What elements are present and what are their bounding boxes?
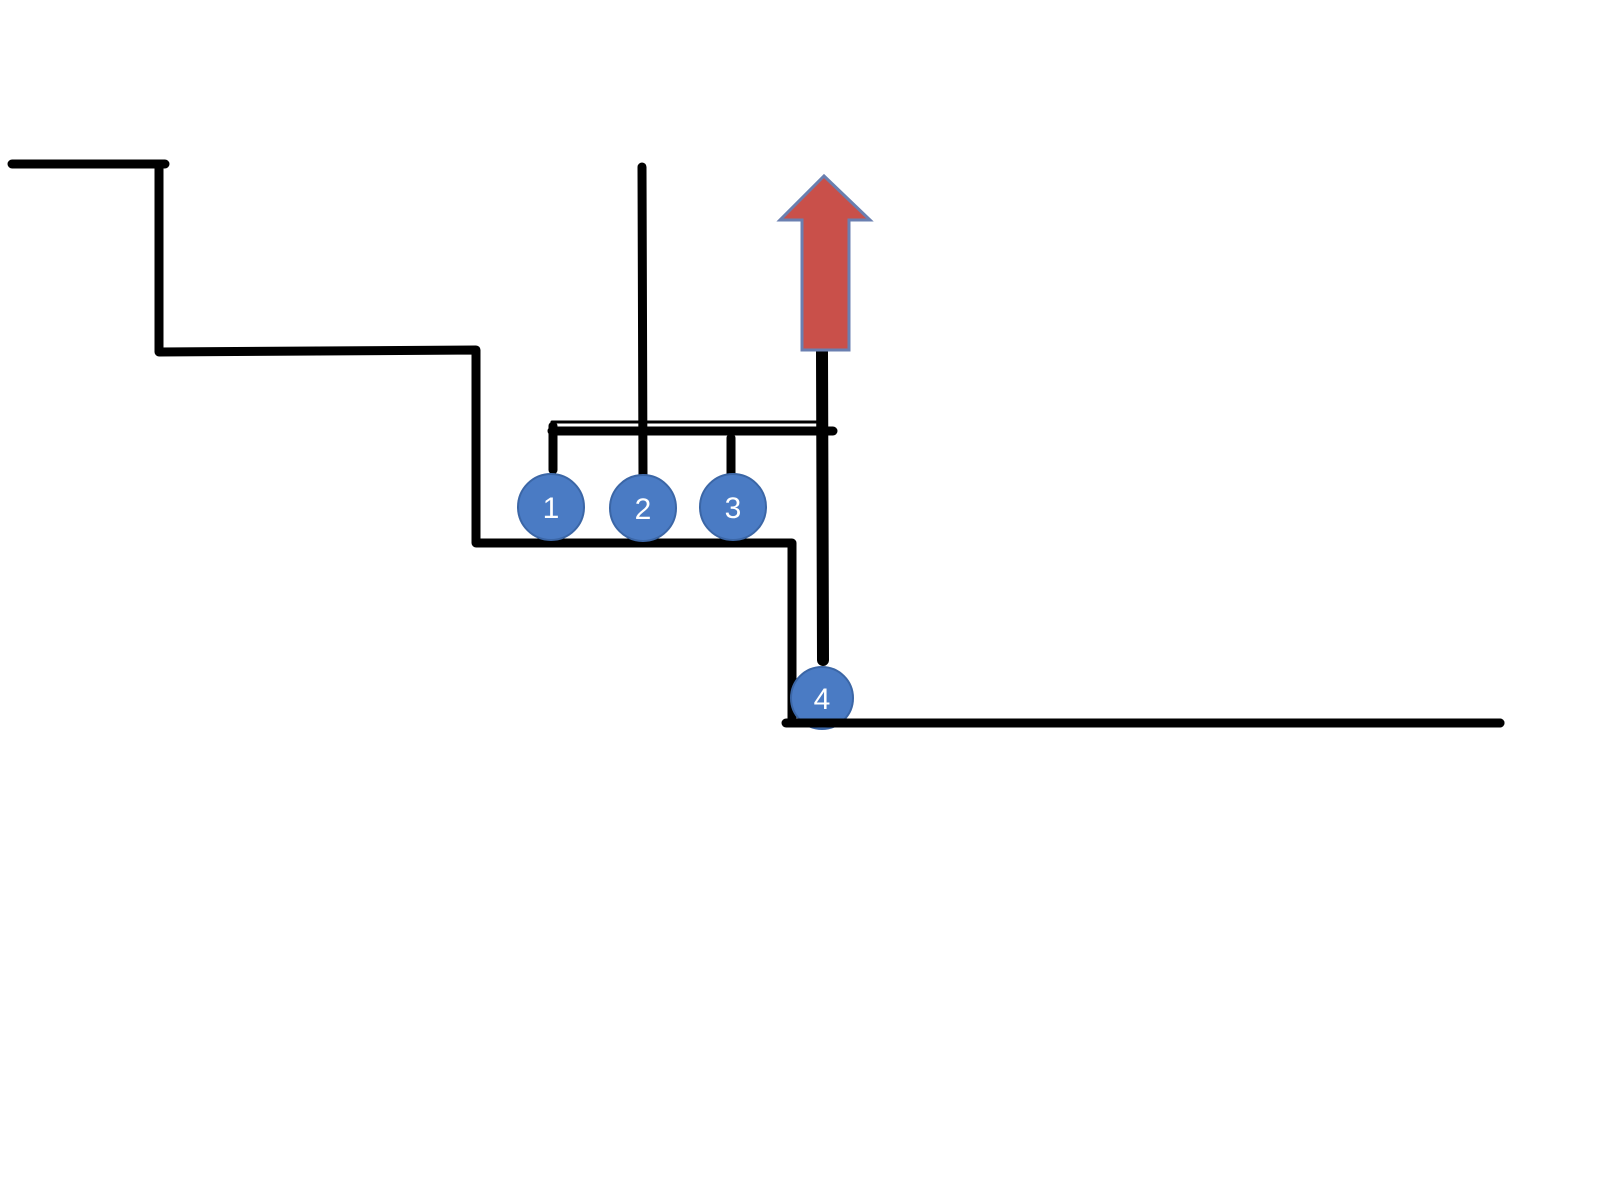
wheel-4-label: 4	[814, 683, 831, 716]
wheel-1-label: 1	[543, 492, 560, 525]
wheel-2-label: 2	[635, 493, 652, 526]
leg-wheel-2-upright	[637, 162, 648, 482]
wheel-3-label: 3	[725, 492, 742, 525]
wheel-3: 3	[699, 473, 767, 541]
wheel-2: 2	[609, 474, 677, 542]
staircase-outline	[7, 159, 1505, 728]
leg-wheel-4	[816, 346, 829, 666]
wheel-4: 4	[790, 666, 854, 730]
wheel-1: 1	[517, 473, 585, 541]
lift-arrow	[776, 173, 874, 352]
